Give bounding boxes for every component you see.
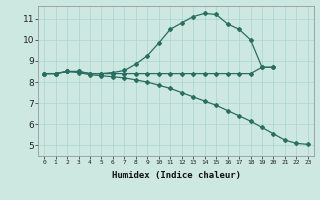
X-axis label: Humidex (Indice chaleur): Humidex (Indice chaleur) (111, 171, 241, 180)
